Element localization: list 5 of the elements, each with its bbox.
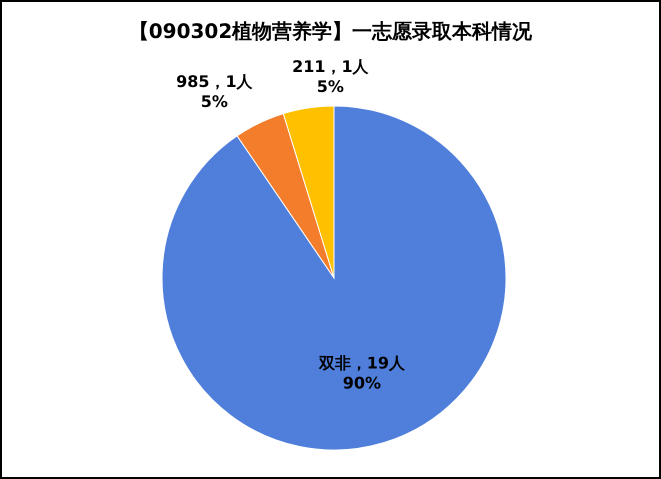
slice-label: 985，1人 5% bbox=[176, 72, 254, 112]
pie-slice bbox=[162, 106, 506, 450]
slice-label: 211，1人 5% bbox=[292, 56, 370, 96]
chart-title: 【090302植物营养学】一志愿录取本科情况 bbox=[128, 19, 534, 43]
slice-label: 双非，19人 90% bbox=[318, 353, 406, 392]
